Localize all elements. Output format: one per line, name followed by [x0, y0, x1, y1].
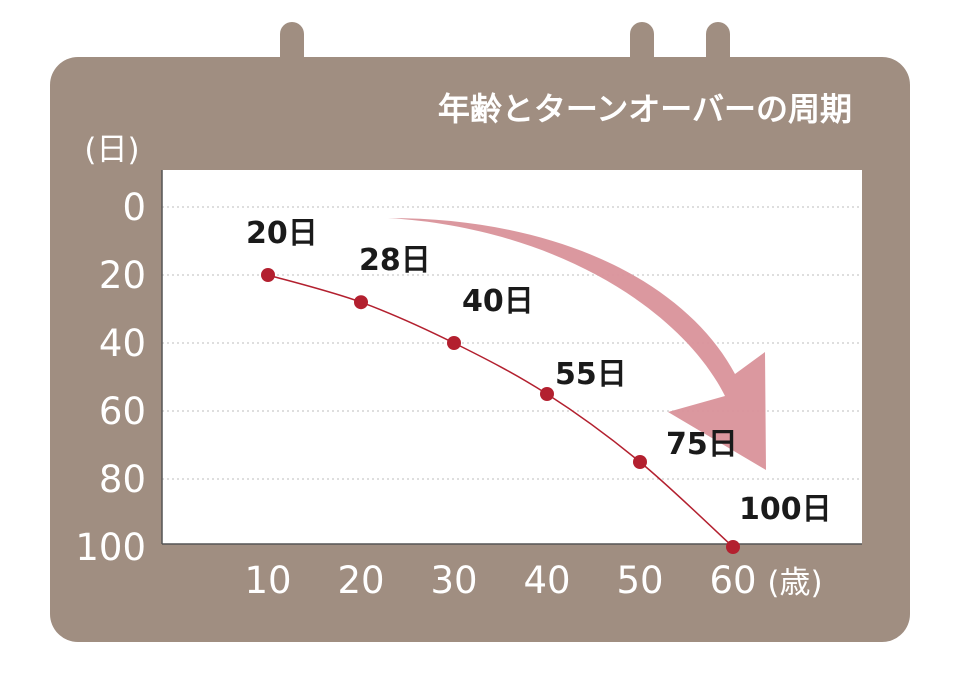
x-tick-label: 40 [523, 559, 570, 602]
grid [162, 206, 862, 480]
frame-tab-left [280, 22, 304, 60]
data-point [354, 295, 368, 310]
data-label: 75日 [666, 427, 738, 462]
data-label: 40日 [462, 284, 534, 319]
data-point [447, 336, 461, 350]
y-tick-label: 100 [75, 526, 146, 569]
data-point [633, 455, 647, 469]
y-tick-label: 0 [122, 186, 146, 229]
y-tick-label: 60 [99, 390, 146, 433]
y-tick-label: 80 [99, 458, 146, 501]
data-label: 20日 [246, 216, 318, 251]
x-tick-labels: 10 20 30 40 50 60 [244, 559, 756, 602]
data-point [726, 540, 740, 554]
y-tick-label: 40 [99, 322, 146, 365]
x-tick-label: 60 [709, 559, 756, 602]
chart-title: 年齢とターンオーバーの周期 [438, 90, 852, 128]
x-axis-unit: (歳) [767, 565, 822, 601]
x-tick-label: 50 [616, 559, 663, 602]
data-label: 100日 [739, 492, 832, 527]
x-tick-label: 20 [337, 559, 384, 602]
x-tick-label: 10 [244, 559, 291, 602]
data-points [261, 268, 740, 554]
x-tick-label: 30 [430, 559, 477, 602]
data-label: 28日 [359, 243, 431, 278]
trend-arrow [388, 218, 766, 470]
y-tick-labels: 0 20 40 60 80 100 [75, 186, 146, 569]
data-point [540, 387, 554, 401]
y-tick-label: 20 [99, 254, 146, 297]
frame-tab-middle [630, 22, 654, 60]
frame-tab-right [706, 22, 730, 60]
data-point [261, 268, 275, 282]
data-label: 55日 [555, 357, 627, 392]
y-axis-unit: (日) [84, 132, 139, 168]
